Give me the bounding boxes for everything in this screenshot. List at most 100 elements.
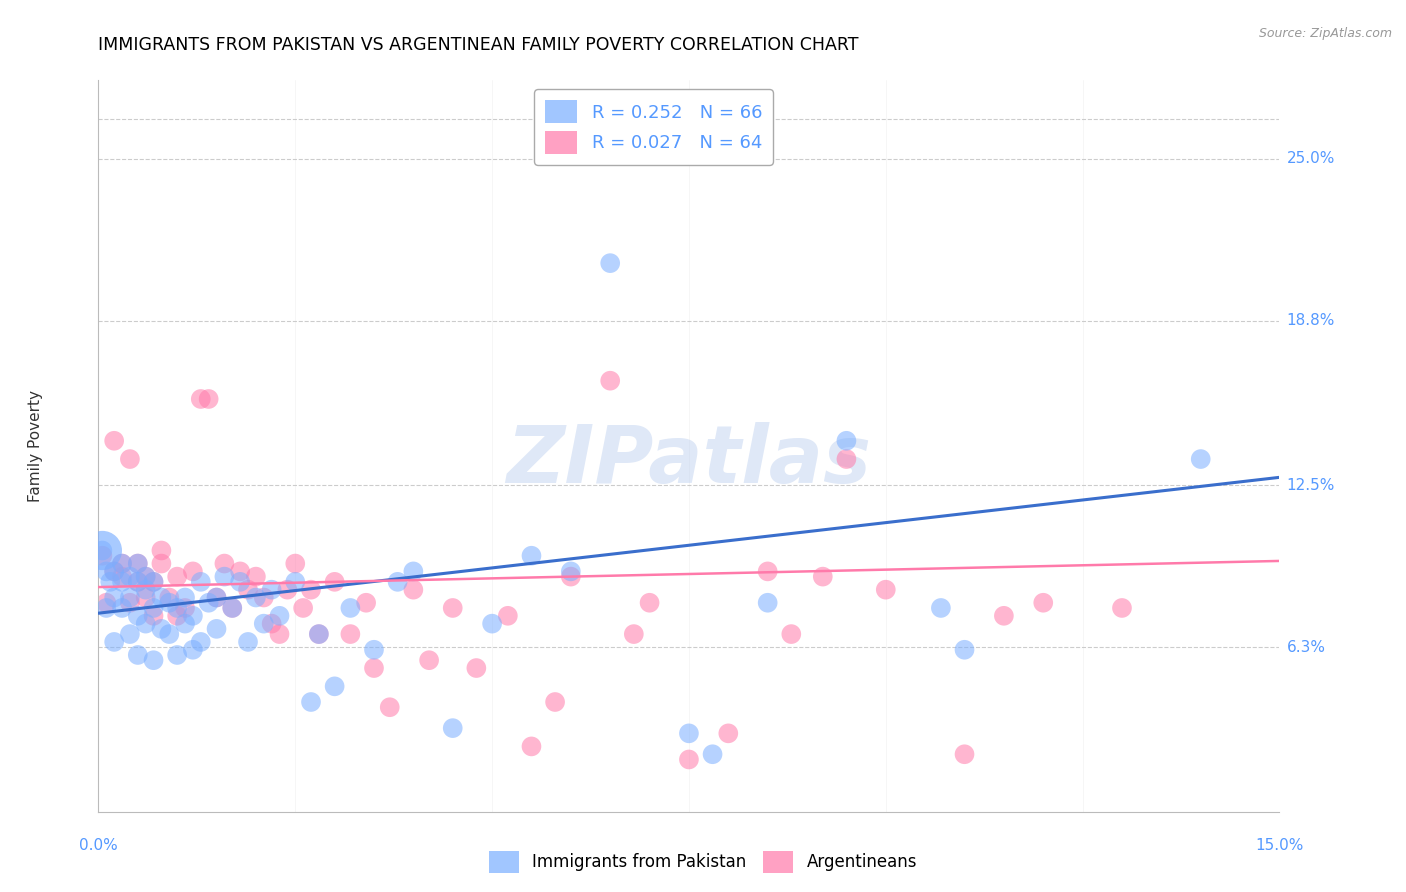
Point — [150, 622, 173, 636]
Point — [441, 601, 464, 615]
Text: 18.8%: 18.8% — [1286, 313, 1334, 328]
Text: 15.0%: 15.0% — [1256, 838, 1303, 854]
Point — [835, 452, 858, 467]
Point — [465, 661, 488, 675]
Point — [174, 616, 197, 631]
Point — [269, 627, 291, 641]
Point — [181, 565, 204, 579]
Point — [150, 557, 173, 571]
Point — [142, 601, 165, 615]
Point — [1032, 596, 1054, 610]
Point — [993, 608, 1015, 623]
Point — [157, 596, 180, 610]
Point — [363, 661, 385, 675]
Point — [96, 596, 118, 610]
Point — [1111, 601, 1133, 615]
Point — [299, 582, 322, 597]
Point — [181, 608, 204, 623]
Point — [96, 565, 118, 579]
Text: 12.5%: 12.5% — [1286, 478, 1334, 492]
Point — [166, 601, 188, 615]
Text: ZIPatlas: ZIPatlas — [506, 422, 872, 500]
Point — [387, 574, 409, 589]
Point — [166, 569, 188, 583]
Point — [339, 627, 361, 641]
Point — [98, 574, 121, 589]
Point — [953, 747, 976, 762]
Point — [1189, 452, 1212, 467]
Point — [127, 557, 149, 571]
Point — [150, 543, 173, 558]
Legend: R = 0.252   N = 66, R = 0.027   N = 64: R = 0.252 N = 66, R = 0.027 N = 64 — [534, 89, 773, 165]
Point — [135, 569, 157, 583]
Point — [402, 582, 425, 597]
Point — [623, 627, 645, 641]
Point — [157, 627, 180, 641]
Point — [157, 591, 180, 605]
Point — [118, 591, 141, 605]
Point — [103, 565, 125, 579]
Point — [678, 752, 700, 766]
Point — [599, 374, 621, 388]
Point — [91, 543, 114, 558]
Point — [127, 557, 149, 571]
Point — [560, 565, 582, 579]
Point — [269, 608, 291, 623]
Point — [481, 616, 503, 631]
Point — [127, 574, 149, 589]
Point — [811, 569, 834, 583]
Point — [103, 635, 125, 649]
Point — [142, 574, 165, 589]
Point — [190, 635, 212, 649]
Point — [142, 608, 165, 623]
Point — [544, 695, 567, 709]
Point — [284, 574, 307, 589]
Point — [520, 549, 543, 563]
Point — [363, 642, 385, 657]
Text: Family Poverty: Family Poverty — [28, 390, 42, 502]
Point — [599, 256, 621, 270]
Point — [418, 653, 440, 667]
Point — [441, 721, 464, 735]
Point — [174, 591, 197, 605]
Point — [111, 557, 134, 571]
Point — [717, 726, 740, 740]
Point — [276, 582, 298, 597]
Point — [284, 557, 307, 571]
Point — [236, 582, 259, 597]
Point — [299, 695, 322, 709]
Point — [197, 392, 219, 406]
Point — [150, 591, 173, 605]
Text: 25.0%: 25.0% — [1286, 151, 1334, 166]
Point — [402, 565, 425, 579]
Point — [253, 591, 276, 605]
Point — [323, 679, 346, 693]
Text: 0.0%: 0.0% — [79, 838, 118, 854]
Point — [292, 601, 315, 615]
Point — [111, 601, 134, 615]
Point — [103, 434, 125, 448]
Point — [181, 642, 204, 657]
Point — [560, 569, 582, 583]
Point — [127, 608, 149, 623]
Point — [166, 648, 188, 662]
Point — [142, 653, 165, 667]
Point — [756, 596, 779, 610]
Point — [205, 591, 228, 605]
Point — [236, 635, 259, 649]
Point — [953, 642, 976, 657]
Point — [756, 565, 779, 579]
Point — [91, 549, 114, 563]
Point — [253, 616, 276, 631]
Point — [835, 434, 858, 448]
Point — [221, 601, 243, 615]
Point — [229, 574, 252, 589]
Point — [875, 582, 897, 597]
Point — [520, 739, 543, 754]
Point — [221, 601, 243, 615]
Point — [323, 574, 346, 589]
Point — [135, 616, 157, 631]
Point — [127, 648, 149, 662]
Point — [118, 596, 141, 610]
Point — [702, 747, 724, 762]
